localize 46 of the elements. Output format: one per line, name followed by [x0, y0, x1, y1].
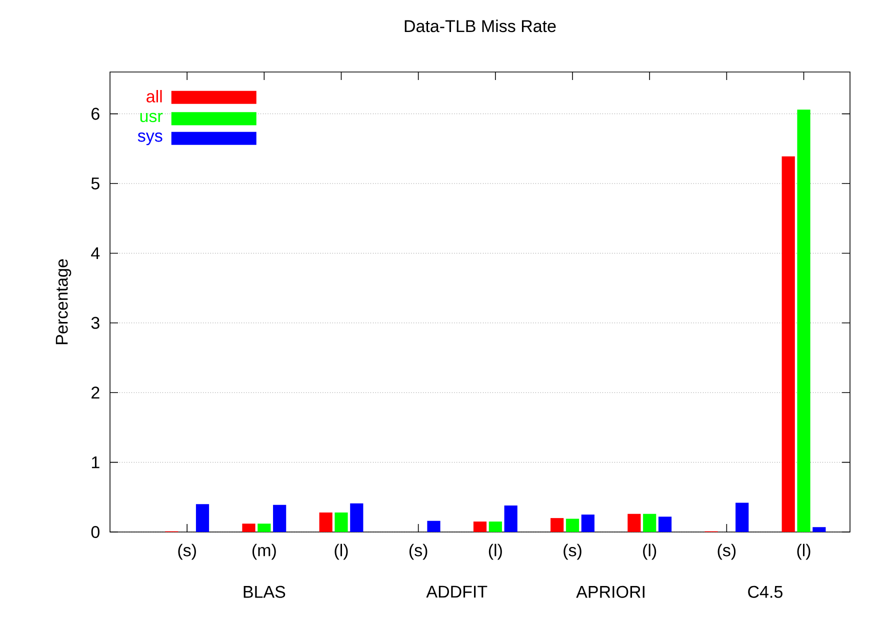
x-tick-label: (l) [334, 544, 348, 560]
bar [427, 520, 440, 532]
bar [782, 156, 795, 532]
x-tick-label: (s) [564, 544, 582, 560]
bar [797, 110, 810, 532]
x-tick-label: (s) [718, 544, 736, 560]
y-tick-label: 2 [92, 386, 100, 399]
y-tick-label: 3 [91, 316, 100, 329]
bar [473, 522, 487, 532]
y-tick-label: 0 [91, 526, 100, 538]
text: C4.5 [748, 586, 782, 598]
x-tick-label: (s) [178, 544, 196, 560]
legend-label: usr [140, 112, 163, 122]
y-tick-label: 5 [91, 178, 100, 190]
bar [628, 514, 641, 532]
bar [566, 518, 580, 532]
bar [196, 504, 210, 532]
bar [350, 503, 364, 532]
bar [242, 524, 256, 532]
legend-label: all [146, 90, 162, 102]
x-tick-label: (l) [797, 544, 810, 560]
text: ADDFIT [426, 586, 488, 598]
bar [319, 512, 332, 532]
bar [334, 512, 348, 532]
bar [273, 504, 286, 532]
y-tick-label: 1 [92, 456, 100, 468]
bar [812, 527, 826, 532]
x-tick-label: (m) [252, 544, 276, 560]
bar [658, 516, 672, 532]
x-tick-label: (l) [643, 544, 656, 560]
text: BLAS [244, 586, 286, 598]
y-tick-label: 6 [92, 108, 100, 120]
bar [504, 506, 518, 532]
legend-label: sys [138, 132, 162, 146]
y-axis-title: Percentage [56, 259, 72, 344]
bar [550, 518, 564, 532]
y-tick-label: 4 [91, 247, 100, 260]
text: APRIORI [576, 586, 644, 598]
x-tick-label: (s) [409, 544, 428, 560]
bar [488, 522, 502, 532]
bar [643, 514, 656, 532]
x-tick-label: (l) [488, 544, 502, 560]
bar [581, 514, 594, 532]
bar [736, 502, 749, 532]
bar [258, 524, 271, 532]
chart-title: Data-TLB Miss Rate [404, 20, 556, 32]
